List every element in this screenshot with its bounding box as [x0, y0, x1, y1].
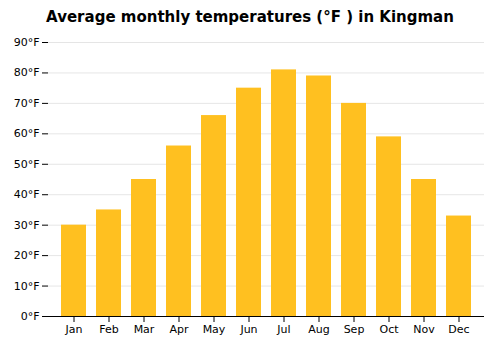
html-text:Average monthly temperatures (: Average monthly temperatures (°F ) in Ki…	[46, 8, 454, 26]
svg-text:Feb: Feb	[99, 323, 118, 336]
svg-text:20°F: 20°F	[14, 249, 40, 262]
svg-text:80°F: 80°F	[14, 66, 40, 79]
svg-text:30°F: 30°F	[14, 219, 40, 232]
svg-text:10°F: 10°F	[14, 280, 40, 293]
svg-text:Aug: Aug	[308, 323, 329, 336]
svg-text:60°F: 60°F	[14, 127, 40, 140]
svg-text:Oct: Oct	[379, 323, 399, 336]
svg-text:Jan: Jan	[65, 323, 83, 336]
svg-text:Jul: Jul	[276, 323, 290, 336]
svg-text:70°F: 70°F	[14, 97, 40, 110]
svg-text:Jun: Jun	[239, 323, 257, 336]
svg-text:50°F: 50°F	[14, 158, 40, 171]
svg-text:Apr: Apr	[169, 323, 189, 336]
svg-text:Sep: Sep	[344, 323, 365, 336]
svg-text:May: May	[203, 323, 226, 336]
svg-text:40°F: 40°F	[14, 188, 40, 201]
svg-text:Mar: Mar	[134, 323, 155, 336]
svg-text:0°F: 0°F	[21, 310, 40, 323]
svg-text:Nov: Nov	[413, 323, 435, 336]
svg-text:90°F: 90°F	[14, 36, 40, 49]
svg-text:Dec: Dec	[448, 323, 469, 336]
